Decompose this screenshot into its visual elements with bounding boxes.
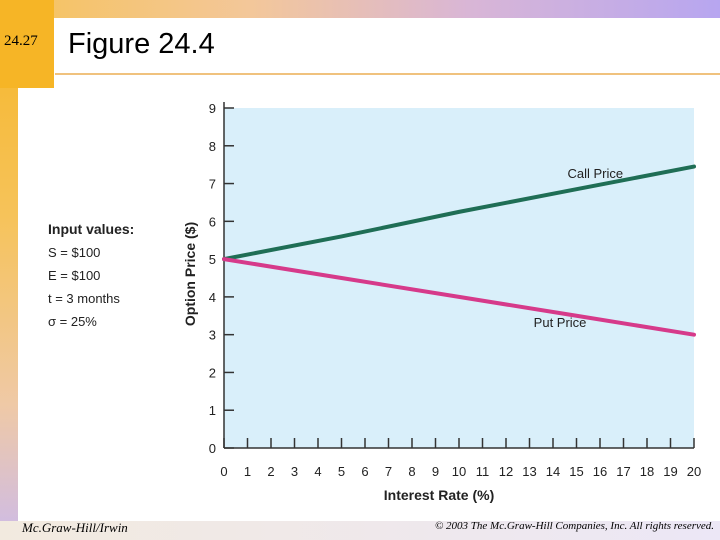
- left-decor-band: [0, 0, 18, 540]
- y-axis-label: Option Price ($): [182, 222, 198, 326]
- title-rule: [55, 73, 720, 75]
- y-tick-label: 9: [209, 101, 216, 116]
- top-decor-band: [0, 0, 720, 18]
- y-tick-label: 3: [209, 328, 216, 343]
- input-values-box: Input values: S = $100 E = $100 t = 3 mo…: [48, 218, 134, 333]
- x-tick-label: 16: [593, 464, 607, 479]
- x-tick-label: 1: [244, 464, 251, 479]
- x-tick-label: 19: [663, 464, 677, 479]
- y-tick-label: 1: [209, 403, 216, 418]
- x-tick-label: 14: [546, 464, 560, 479]
- series-label-put: Put Price: [534, 315, 587, 330]
- x-tick-label: 12: [499, 464, 513, 479]
- x-tick-label: 0: [220, 464, 227, 479]
- input-value-s: S = $100: [48, 245, 101, 260]
- y-tick-label: 4: [209, 290, 216, 305]
- input-values-header: Input values:: [48, 221, 135, 237]
- x-tick-label: 11: [476, 464, 490, 479]
- series-line-put: [222, 257, 696, 337]
- input-value-sigma: σ = 25%: [48, 314, 97, 329]
- x-tick-label: 4: [314, 464, 321, 479]
- series-line-call: [222, 164, 696, 262]
- y-tick-label: 2: [209, 365, 216, 380]
- y-tick-label: 7: [209, 177, 216, 192]
- plot-area: [224, 108, 694, 448]
- y-tick-label: 8: [209, 139, 216, 154]
- slide-number-box: [0, 0, 54, 88]
- input-value-t: t = 3 months: [48, 291, 120, 306]
- x-tick-label: 7: [385, 464, 392, 479]
- x-tick-label: 8: [408, 464, 415, 479]
- footer-strip: [0, 521, 720, 540]
- footer-copyright: © 2003 The Mc.Graw-Hill Companies, Inc. …: [434, 520, 714, 532]
- y-tick-label: 0: [209, 441, 216, 456]
- x-tick-label: 2: [267, 464, 274, 479]
- x-tick-label: 5: [338, 464, 345, 479]
- x-tick-label: 3: [291, 464, 298, 479]
- y-tick-label: 6: [209, 214, 216, 229]
- x-tick-label: 20: [687, 464, 701, 479]
- x-tick-label: 9: [432, 464, 439, 479]
- x-tick-label: 6: [361, 464, 368, 479]
- series-label-call: Call Price: [567, 166, 623, 181]
- footer-publisher: Mc.Graw-Hill/Irwin: [22, 520, 128, 535]
- slide-title: Figure 24.4: [68, 28, 215, 60]
- x-tick-label: 18: [640, 464, 654, 479]
- x-tick-label: 17: [616, 464, 630, 479]
- input-value-e: E = $100: [48, 268, 101, 283]
- x-axis-label: Interest Rate (%): [384, 487, 494, 503]
- y-tick-label: 5: [209, 252, 216, 267]
- x-tick-label: 13: [522, 464, 536, 479]
- title-panel: [55, 20, 720, 76]
- x-tick-label: 10: [452, 464, 466, 479]
- x-tick-label: 15: [569, 464, 583, 479]
- slide-number: 24.27: [4, 33, 38, 49]
